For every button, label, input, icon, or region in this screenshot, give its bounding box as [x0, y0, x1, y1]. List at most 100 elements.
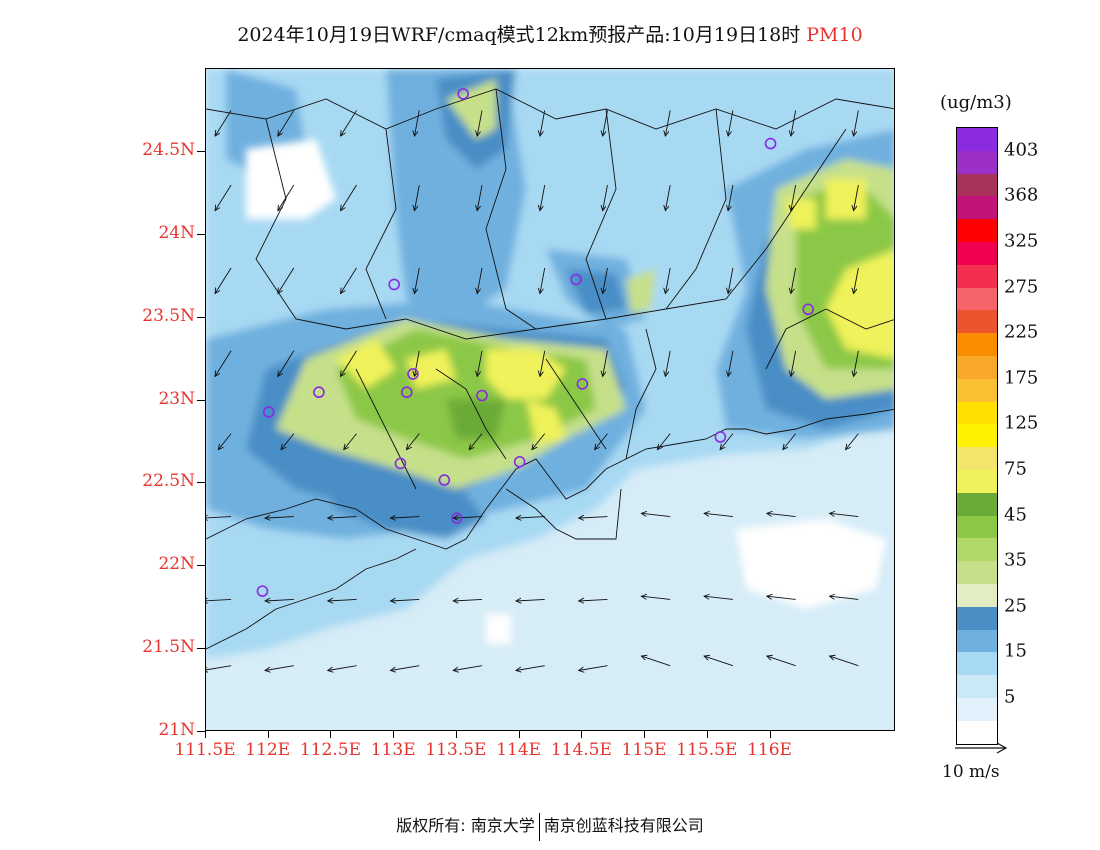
- wind-arrow: [641, 656, 671, 667]
- station-marker[interactable]: [438, 474, 451, 486]
- lon-tick-mark: [769, 731, 771, 738]
- station-marker[interactable]: [513, 456, 526, 468]
- station-marker[interactable]: [476, 389, 488, 402]
- footer-divider: [538, 812, 540, 841]
- station-marker[interactable]: [570, 273, 582, 286]
- legend-swatch: [957, 675, 997, 698]
- wind-arrow: [206, 517, 232, 519]
- wind-arrow: [414, 110, 420, 136]
- wind-arrow: [215, 267, 232, 294]
- wind-arrow: [767, 656, 796, 667]
- wind-arrow: [783, 433, 796, 450]
- lon-tick-mark: [581, 731, 583, 738]
- wind-arrow: [215, 110, 232, 136]
- station-marker[interactable]: [262, 406, 275, 418]
- wind-arrow: [665, 350, 671, 377]
- legend-swatch: [957, 447, 997, 470]
- wind-arrow: [477, 350, 483, 377]
- map-title: 2024年10月19日WRF/cmaq模式12km预报产品:10月19日18时 P…: [0, 20, 1100, 47]
- station-marker[interactable]: [388, 278, 400, 291]
- lon-tick-label: 114E: [496, 740, 542, 760]
- wind-arrow: [540, 184, 546, 211]
- legend-swatch: [957, 287, 997, 311]
- wind-key-arrow-icon: [955, 742, 1008, 754]
- legend-swatch: [957, 196, 997, 220]
- wind-arrow: [469, 433, 483, 450]
- lat-tick-mark: [197, 399, 205, 401]
- lon-tick-mark: [330, 731, 332, 738]
- wind-arrow: [720, 433, 734, 450]
- station-marker[interactable]: [394, 457, 407, 470]
- pm10-concentration-map: [206, 69, 894, 730]
- wind-arrow: [390, 517, 420, 519]
- wind-arrow: [791, 184, 797, 211]
- lon-tick-label: 112.5E: [299, 740, 361, 760]
- station-marker[interactable]: [400, 386, 413, 399]
- legend-level-label: 403: [1004, 139, 1039, 161]
- station-marker[interactable]: [576, 378, 589, 390]
- wind-arrow: [704, 596, 733, 600]
- lat-tick-label: 22N: [158, 554, 195, 575]
- station-marker[interactable]: [256, 585, 269, 597]
- wind-arrow: [540, 110, 546, 136]
- legend-swatch: [957, 538, 997, 562]
- station-marker[interactable]: [407, 368, 419, 380]
- wind-arrow: [791, 350, 797, 377]
- lat-tick-label: 23.5N: [142, 305, 195, 326]
- legend-level-label: 368: [1004, 184, 1039, 206]
- wind-arrow: [579, 517, 608, 519]
- wind-arrow: [704, 513, 733, 517]
- lat-tick-label: 21.5N: [142, 637, 195, 658]
- title-pollutant-tag: PM10: [806, 24, 863, 46]
- legend-swatch: [957, 241, 997, 265]
- wind-arrow: [854, 110, 859, 136]
- map-plot-area[interactable]: [205, 68, 895, 731]
- lon-tick-mark: [393, 731, 395, 738]
- station-marker[interactable]: [457, 88, 469, 100]
- wind-arrow: [341, 110, 357, 136]
- legend-swatch: [957, 264, 997, 288]
- wind-arrow: [328, 665, 357, 671]
- legend-swatch: [957, 173, 997, 197]
- wind-arrow: [854, 184, 859, 211]
- station-marker[interactable]: [764, 137, 777, 150]
- legend-swatch: [957, 150, 997, 174]
- wind-arrow: [665, 184, 671, 211]
- wind-arrow: [278, 267, 295, 294]
- station-marker[interactable]: [714, 431, 727, 443]
- wind-arrow: [603, 350, 608, 377]
- lat-tick-mark: [197, 150, 205, 152]
- wind-arrow: [206, 665, 232, 671]
- lon-tick-mark: [455, 731, 457, 738]
- legend-level-label: 5: [1004, 686, 1016, 708]
- wind-arrow: [540, 350, 546, 377]
- wind-arrow: [854, 267, 859, 294]
- legend-level-label: 35: [1004, 549, 1027, 571]
- legend-swatch: [957, 515, 997, 539]
- wind-arrow: [328, 599, 357, 601]
- legend-swatch: [957, 310, 997, 334]
- station-marker[interactable]: [802, 303, 814, 316]
- wind-arrow: [791, 110, 797, 136]
- wind-arrow: [830, 513, 859, 517]
- station-marker[interactable]: [313, 386, 325, 399]
- wind-arrow: [767, 596, 796, 600]
- wind-arrow: [641, 513, 671, 517]
- footer-left: 版权所有: 南京大学: [396, 816, 535, 835]
- lon-tick-mark: [267, 731, 269, 738]
- wind-arrow: [791, 267, 797, 294]
- wind-arrow: [341, 350, 357, 377]
- lat-tick-label: 24N: [158, 222, 195, 243]
- color-legend: [956, 127, 998, 745]
- wind-arrow: [278, 110, 295, 136]
- wind-arrow: [532, 433, 546, 450]
- station-marker[interactable]: [451, 512, 463, 524]
- wind-arrow: [390, 665, 420, 671]
- lon-tick-label: 115E: [621, 740, 667, 760]
- wind-arrow: [830, 596, 859, 600]
- wind-arrow: [579, 599, 608, 601]
- wind-arrow: [453, 599, 483, 601]
- lon-tick-mark: [644, 731, 646, 738]
- wind-arrow: [278, 184, 295, 211]
- wind-arrow: [704, 656, 734, 667]
